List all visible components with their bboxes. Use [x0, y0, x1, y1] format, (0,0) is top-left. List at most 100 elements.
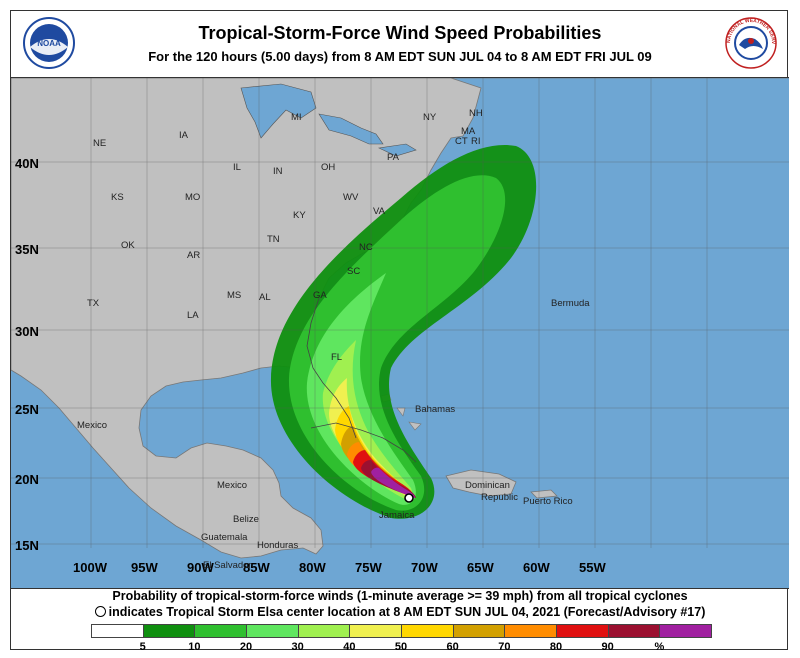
coastline-overlay	[306, 297, 417, 463]
place-label: Mexico	[77, 420, 107, 431]
place-label: NE	[93, 138, 106, 149]
chart-subtitle: For the 120 hours (5.00 days) from 8 AM …	[148, 49, 652, 64]
legend-swatch	[246, 624, 299, 638]
legend-label: 70	[498, 641, 511, 653]
svg-text:NOAA: NOAA	[37, 39, 61, 48]
footer-note-probability: Probability of tropical-storm-force wind…	[112, 589, 688, 603]
place-label: NY	[423, 112, 437, 123]
place-label: OH	[321, 162, 335, 173]
place-label: IL	[233, 162, 241, 173]
place-label: IN	[273, 166, 283, 177]
legend-swatch	[297, 624, 351, 638]
lat-label: 15N	[15, 538, 39, 553]
puerto-rico	[530, 489, 558, 499]
lat-label: 20N	[15, 472, 39, 487]
footer-note-storm-text: indicates Tropical Storm Elsa center loc…	[108, 605, 706, 619]
gridlines	[11, 78, 789, 548]
nws-logo: NATIONAL WEATHER SERVICE	[725, 17, 777, 69]
legend-swatch	[142, 624, 196, 638]
chart-title: Tropical-Storm-Force Wind Speed Probabil…	[198, 23, 602, 43]
lon-label: 85W	[243, 560, 270, 575]
lon-label: 70W	[411, 560, 438, 575]
storm-center-legend-icon	[94, 606, 106, 617]
legend-label: 50	[394, 641, 408, 653]
place-label: LA	[187, 310, 199, 321]
probability-color-scale	[91, 624, 713, 638]
place-label: VA	[373, 206, 386, 217]
legend-swatch	[349, 624, 403, 638]
legend-label: %	[654, 641, 665, 653]
place-label: Dominican	[465, 480, 510, 491]
footer: Probability of tropical-storm-force wind…	[11, 587, 789, 653]
place-label: GA	[313, 290, 327, 301]
legend-swatch	[504, 624, 558, 638]
place-label: CT	[455, 136, 468, 147]
legend-swatch	[659, 624, 713, 638]
place-label: SC	[347, 266, 360, 277]
probability-swath	[270, 145, 537, 519]
place-label: Guatemala	[201, 532, 248, 543]
lat-label: 30N	[15, 324, 39, 339]
lat-label: 40N	[15, 156, 39, 171]
legend-label: 90	[601, 641, 614, 653]
noaa-logo: NOAA	[23, 17, 75, 69]
legend-label: 80	[549, 641, 563, 653]
swath-20pct	[306, 273, 416, 505]
lon-label: 80W	[299, 560, 326, 575]
place-label: AL	[259, 292, 271, 303]
place-label: KS	[111, 192, 124, 203]
figure-frame: NOAA Tropical-Storm-Force Wind Speed Pro…	[10, 10, 789, 653]
place-label: Honduras	[257, 540, 298, 551]
place-label: MS	[227, 290, 241, 301]
legend-swatch	[91, 624, 144, 638]
lon-label: 100W	[73, 560, 108, 575]
header: NOAA Tropical-Storm-Force Wind Speed Pro…	[11, 11, 789, 77]
place-label: TX	[87, 298, 100, 309]
swath-max	[371, 467, 415, 498]
place-label: KY	[293, 210, 306, 221]
lon-label: 95W	[131, 560, 158, 575]
place-label: FL	[331, 352, 342, 363]
map-svg: 40N 35N 30N 25N 20N 15N 100W 95W 90W 85W…	[11, 78, 789, 588]
legend-label: 60	[446, 641, 459, 653]
legend-label: 10	[188, 641, 201, 653]
lon-label: 60W	[523, 560, 550, 575]
lat-label: 35N	[15, 242, 39, 257]
lon-label: 55W	[579, 560, 606, 575]
place-label: Bermuda	[551, 298, 590, 309]
footer-note-storm: indicates Tropical Storm Elsa center loc…	[11, 605, 789, 619]
legend-label: 20	[239, 641, 253, 653]
legend-swatch	[556, 624, 609, 638]
place-label: AR	[187, 250, 200, 261]
legend-label: 5	[139, 641, 146, 653]
place-label: IA	[179, 130, 189, 141]
great-lakes	[240, 83, 417, 157]
storm-center-marker	[404, 493, 414, 503]
lon-label: 65W	[467, 560, 494, 575]
legend-swatch	[401, 624, 454, 638]
place-label: MO	[185, 192, 200, 203]
place-label: OK	[121, 240, 135, 251]
legend-swatch	[452, 624, 506, 638]
place-label: Bahamas	[415, 404, 455, 415]
legend-swatch	[607, 624, 661, 638]
place-label: MA	[461, 126, 476, 137]
lat-label: 25N	[15, 402, 39, 417]
place-label: El Salvador	[203, 560, 252, 571]
place-label: Jamaica	[379, 510, 415, 521]
place-label: Republic	[481, 492, 518, 503]
place-label: MI	[291, 112, 302, 123]
place-label: Puerto Rico	[523, 496, 573, 507]
legend-swatch	[194, 624, 248, 638]
place-label: Belize	[233, 514, 259, 525]
place-label: NH	[469, 108, 483, 119]
place-label: RI	[471, 136, 481, 147]
place-label: TN	[267, 234, 280, 245]
legend-label: 40	[343, 641, 356, 653]
place-label: WV	[343, 192, 359, 203]
place-label: PA	[387, 152, 400, 163]
place-label: NC	[359, 242, 373, 253]
lon-label: 90W	[187, 560, 214, 575]
place-label: Mexico	[217, 480, 247, 491]
legend-label: 30	[291, 641, 304, 653]
